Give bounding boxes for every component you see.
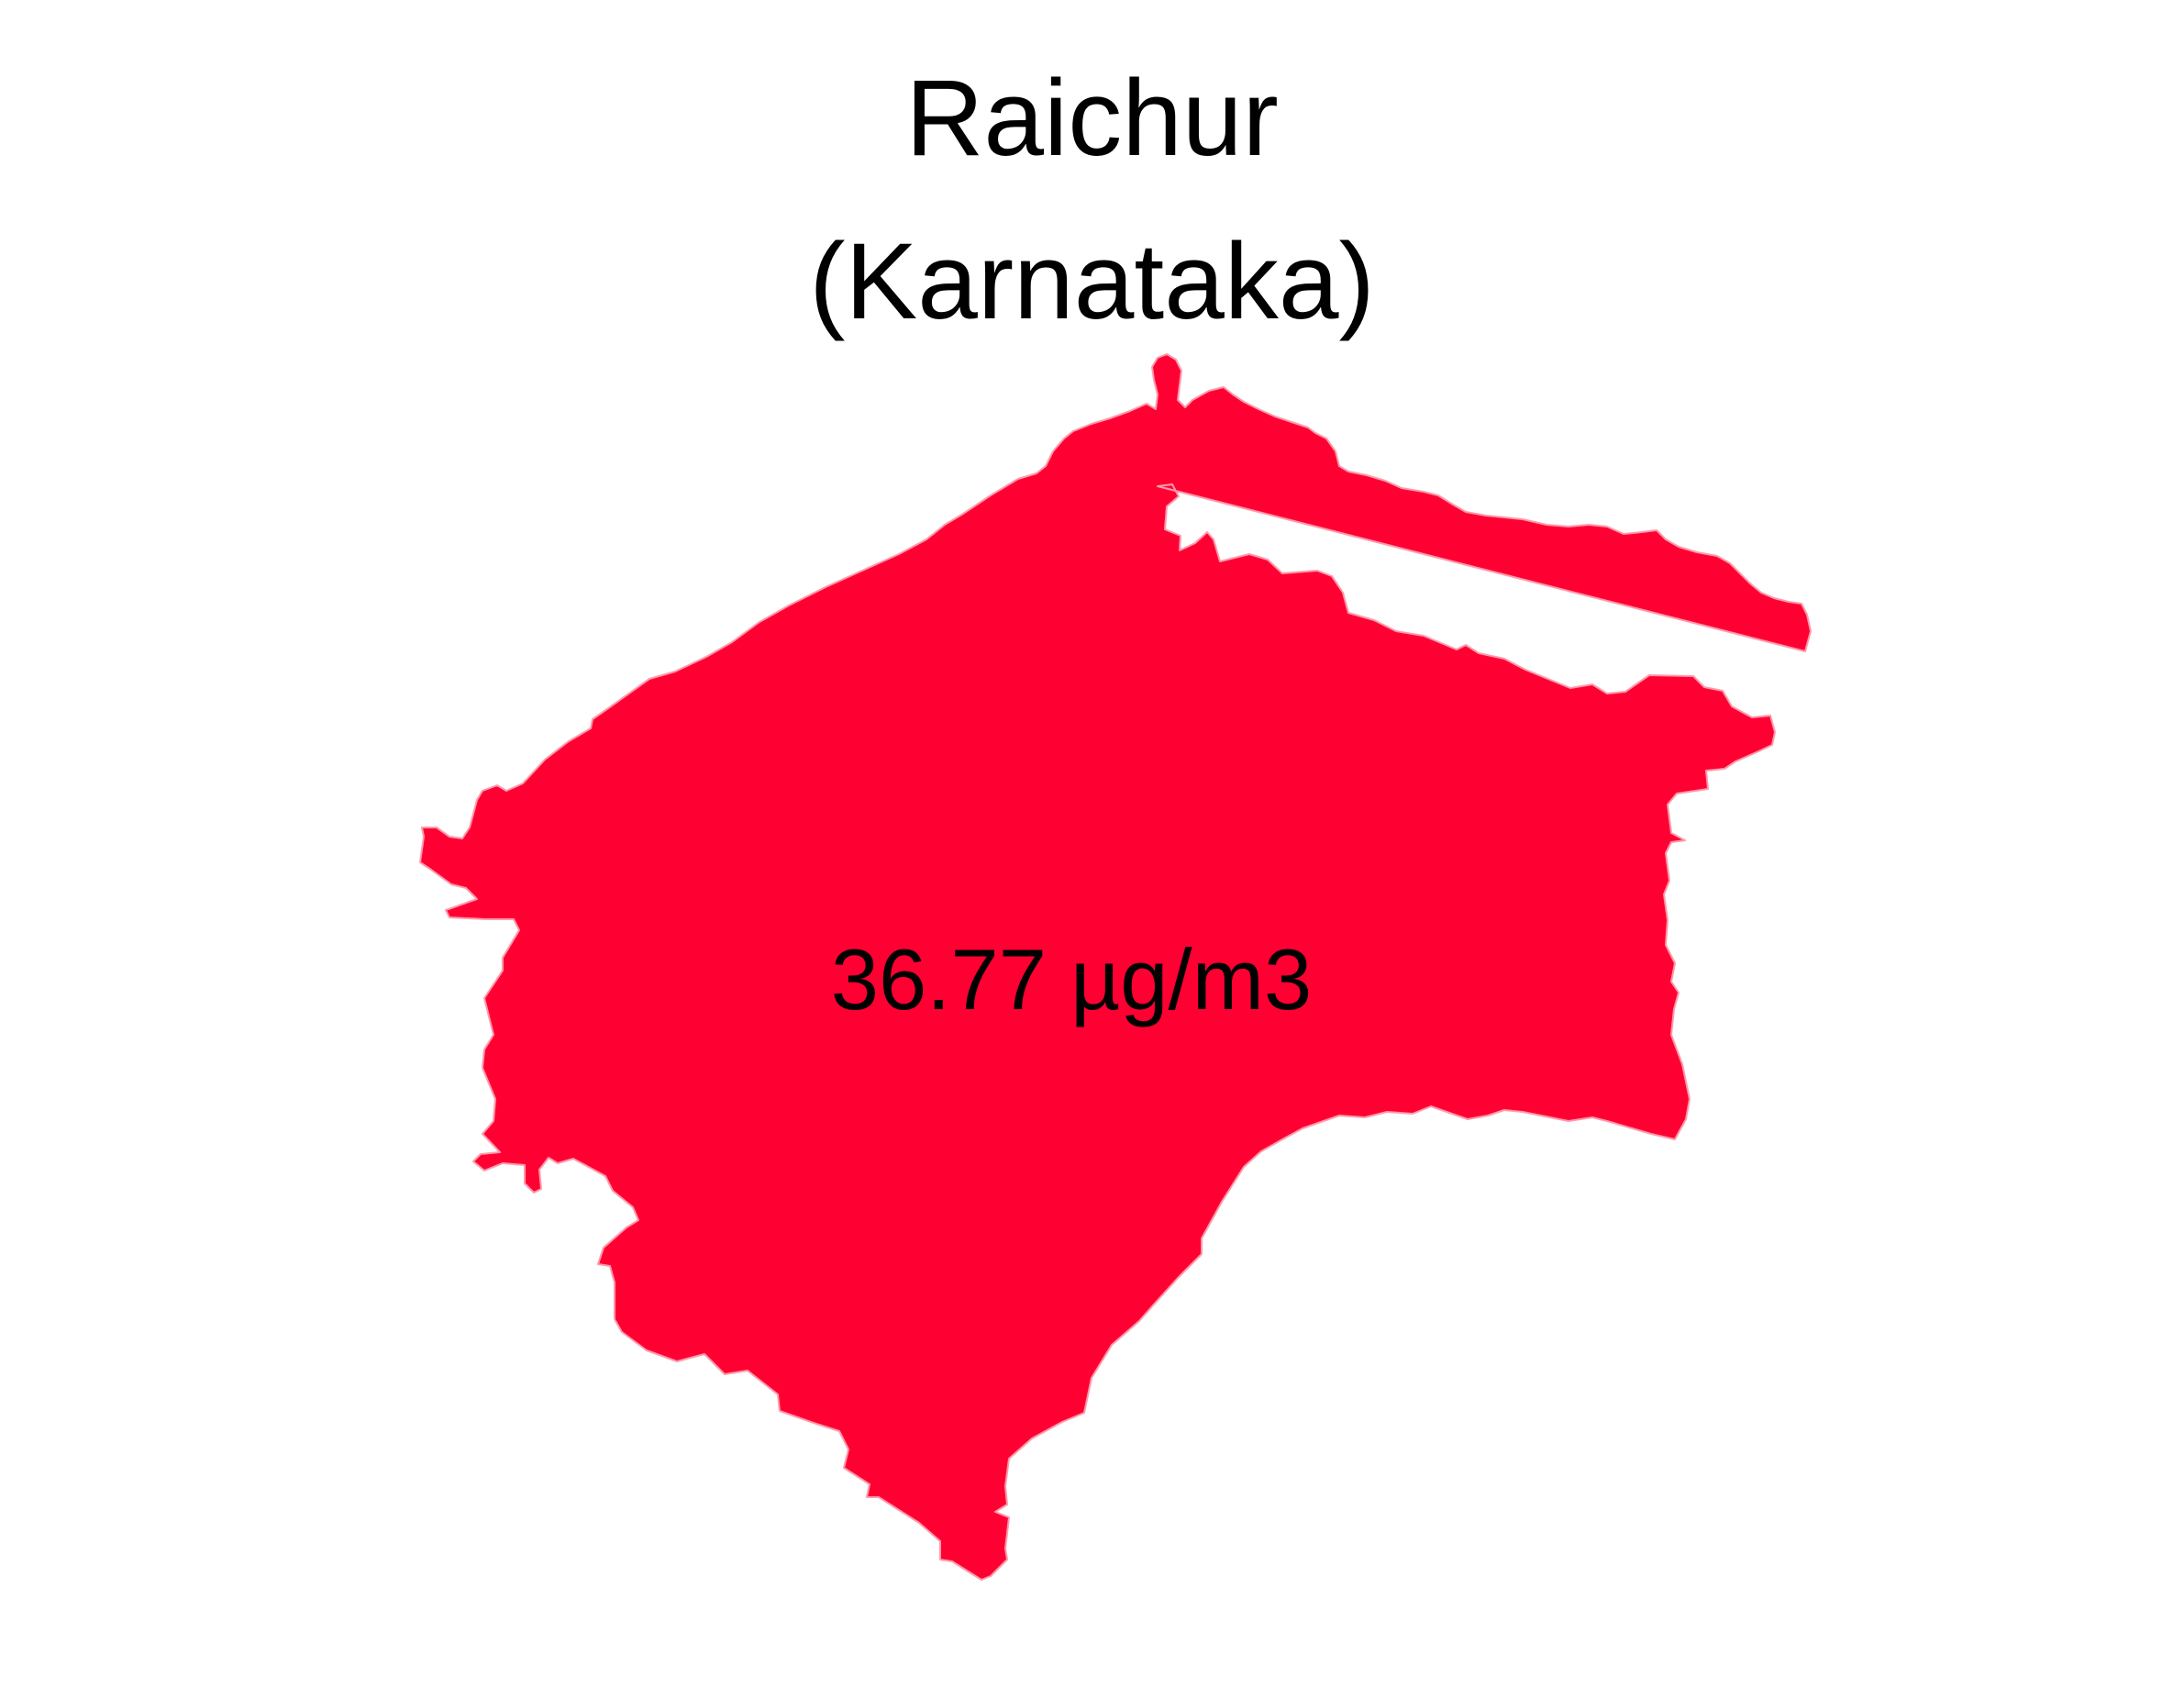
district-boundary-raichur [419,353,1812,1581]
map-title-state: (Karnataka) [809,221,1375,342]
district-value-label: 36.77 µg/m3 [831,931,1312,1027]
map-title-district: Raichur [905,58,1279,179]
